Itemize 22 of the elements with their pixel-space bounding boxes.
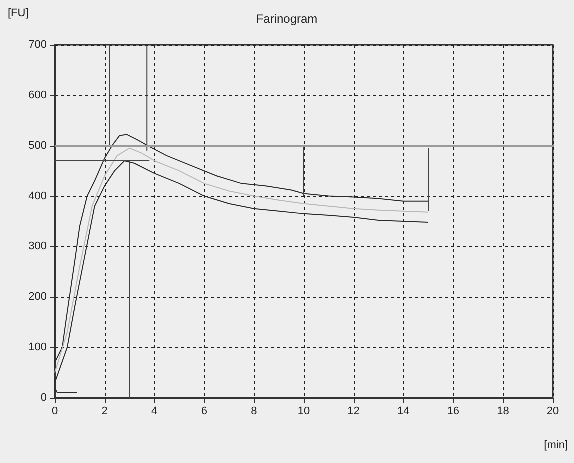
x-tick-label: 20 — [546, 406, 560, 418]
y-tick-label: 500 — [28, 140, 47, 152]
y-tick-label: 700 — [28, 39, 47, 51]
y-tick-label: 400 — [28, 190, 47, 202]
y-tick-label: 100 — [28, 342, 47, 354]
y-tick-label: 200 — [28, 291, 47, 304]
x-axis-title: [min] — [544, 440, 568, 452]
x-tick-label: 18 — [497, 406, 510, 418]
x-tick-label: 10 — [298, 406, 310, 418]
x-tick-label: 12 — [348, 406, 360, 418]
x-tick-label: 8 — [251, 406, 258, 418]
y-tick-label: 300 — [28, 240, 47, 253]
y-tick-label: 0 — [40, 392, 47, 404]
chart-title: Farinogram — [256, 12, 318, 26]
y-tick-label: 600 — [28, 89, 47, 102]
x-tick-label: 2 — [102, 406, 108, 418]
x-tick-label: 4 — [152, 406, 158, 418]
x-tick-label: 0 — [52, 406, 58, 418]
y-axis-title: [FU] — [8, 8, 29, 20]
x-tick-label: 6 — [201, 406, 208, 418]
x-tick-label: 14 — [397, 406, 410, 418]
x-tick-label: 16 — [447, 406, 460, 418]
